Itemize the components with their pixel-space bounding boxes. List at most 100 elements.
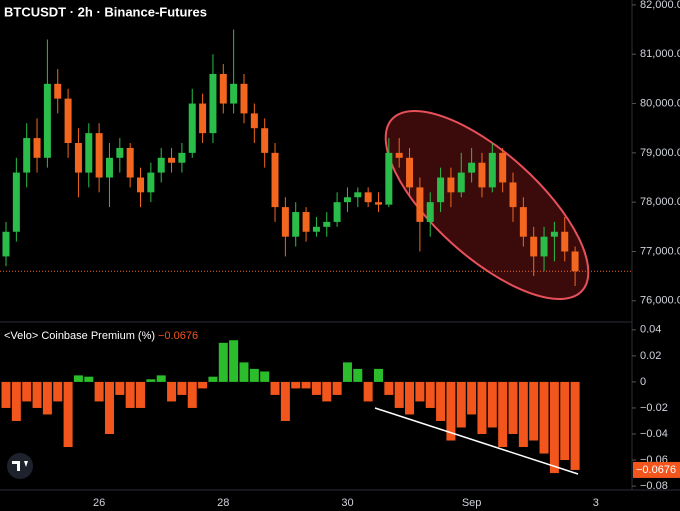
marks [0,29,632,474]
bar [156,375,166,382]
candle-body [509,182,517,208]
bar [394,381,404,408]
candle-body [374,202,382,205]
bar [311,381,321,395]
y-tick-label: −0.04 [640,428,668,440]
candle-body [281,207,289,237]
bar [73,375,83,382]
candle-body [416,187,424,222]
candle-body [116,147,124,158]
bar [208,376,218,382]
y-tick-label: 77,000.0 [640,245,680,257]
candle-body [219,73,227,104]
bar [198,381,208,389]
indicator-value: −0.0676 [158,330,198,342]
candle-body [571,251,579,272]
candle-body [74,143,82,173]
x-tick-label: 26 [93,497,105,509]
bar [11,381,21,421]
candle-body [23,138,31,173]
candle-body [12,172,20,232]
bar [456,381,466,428]
candle-body [530,236,538,257]
bar [22,381,32,402]
y-tick-label: 78,000.0 [640,196,680,208]
bar [518,381,528,448]
candle-body [488,152,496,188]
bar [249,368,259,382]
candle-body [43,83,51,158]
candle-body [230,83,238,104]
bar [32,381,42,408]
bar [487,381,497,428]
bar [322,381,332,402]
bar [384,381,394,395]
y-tick-label: 0.02 [640,350,661,362]
bar [115,381,125,395]
candle-body [302,212,310,232]
x-tick-label: Sep [462,497,482,509]
bar [146,379,156,382]
candle-body [468,162,476,173]
last-value-label: −0.0676 [636,464,676,476]
bar [270,381,280,395]
bar [239,362,249,382]
bar [177,381,187,395]
y-tick-label: 82,000.0 [640,0,680,11]
bar [425,381,435,408]
bar [373,368,383,382]
x-tick-label: 28 [217,497,229,509]
candle-body [137,177,145,193]
bar [280,381,290,421]
candle-body [54,83,62,99]
logo-mark [12,461,28,471]
bar [301,381,311,389]
candle-body [33,138,41,158]
candle-body [209,73,217,134]
y-tick-label: 0 [640,376,646,388]
bar [353,368,363,382]
candle-body [406,157,414,188]
bar [136,381,146,408]
bar [560,381,570,461]
candle-body [85,133,93,173]
bar [415,381,425,402]
y-tick-label: 81,000.0 [640,48,680,60]
candle-body [385,152,393,205]
candle-body [447,177,455,193]
bar [1,381,11,408]
candle-body [426,202,434,222]
candle-body [540,236,548,257]
bar [446,381,456,441]
bar [84,376,94,382]
bar [187,381,197,408]
bar [229,340,239,382]
candle-body [343,197,351,203]
candle-body [333,202,341,222]
y-tick-label: 80,000.0 [640,97,680,109]
bar [570,381,580,470]
y-tick-label: −0.02 [640,402,668,414]
bar [405,381,415,415]
candle-body [478,162,486,188]
candle-body [126,147,134,178]
candle-body [95,133,103,178]
candle-body [292,212,300,237]
bar [104,381,114,434]
x-tick-label: 30 [341,497,353,509]
x-tick-label: 3 [593,497,599,509]
last-value-box [633,461,680,478]
bar [167,381,177,402]
chart-title: BTCUSDT · 2h · Binance-Futures [4,4,207,19]
bar [529,381,539,441]
candle-body [199,103,207,134]
bar [498,381,508,448]
candle-body [271,152,279,208]
candle-body [178,152,186,163]
bar [332,381,342,395]
bar [467,381,477,415]
candle-body [519,207,527,237]
candle-body [561,231,569,252]
bar [508,381,518,434]
